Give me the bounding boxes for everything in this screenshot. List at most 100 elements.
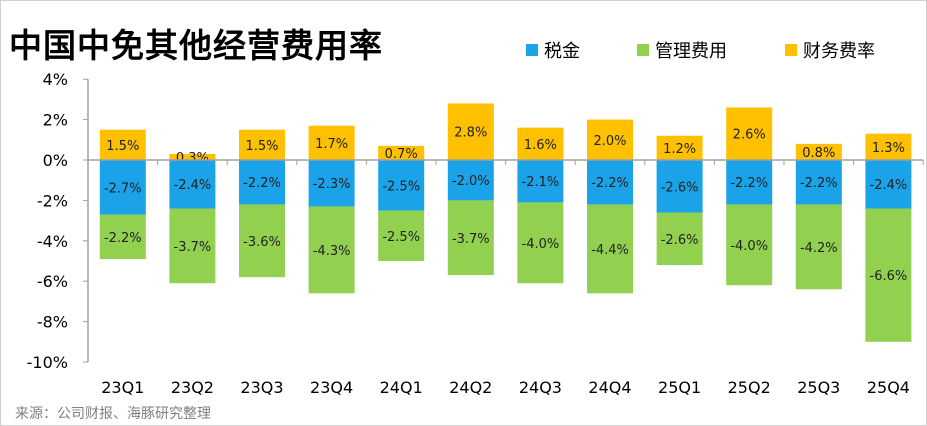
x-tick-label: 23Q4 xyxy=(310,378,353,397)
bar-finance xyxy=(726,107,773,160)
x-tick-label: 24Q2 xyxy=(449,378,492,397)
bar-tax xyxy=(656,160,703,213)
x-tick-label: 23Q3 xyxy=(240,378,283,397)
data-label-finance: 1.3% xyxy=(872,141,905,156)
legend-label: 财务费率 xyxy=(803,41,875,62)
y-tick-label: 4% xyxy=(43,70,68,89)
data-label-tax: -2.4% xyxy=(870,178,908,193)
data-label-management: -6.6% xyxy=(870,269,908,284)
x-tick-label: 24Q4 xyxy=(588,378,631,397)
data-label-tax: -2.2% xyxy=(243,176,281,191)
y-tick-label: -6% xyxy=(37,272,68,291)
bar-finance xyxy=(99,129,146,160)
bar-tax xyxy=(378,160,425,211)
data-label-finance: 1.2% xyxy=(663,142,696,157)
data-label-management: -3.6% xyxy=(243,235,281,250)
data-label-management: -4.4% xyxy=(591,243,629,258)
y-tick-label: 0% xyxy=(43,151,68,170)
legend-swatch xyxy=(785,44,797,56)
bar-tax xyxy=(587,160,633,205)
data-label-tax: -2.7% xyxy=(104,181,142,196)
y-tick-label: -4% xyxy=(37,232,68,251)
bar-finance xyxy=(656,135,703,160)
data-label-tax: -2.2% xyxy=(800,176,838,191)
legend-swatch xyxy=(637,44,649,56)
data-label-management: -4.3% xyxy=(313,244,351,259)
data-label-management: -2.2% xyxy=(104,231,142,246)
legend-label: 税金 xyxy=(544,41,580,62)
data-label-tax: -2.2% xyxy=(591,176,629,191)
x-tick-label: 23Q2 xyxy=(171,378,214,397)
x-tick-label: 24Q1 xyxy=(380,378,423,397)
bar-management xyxy=(726,204,773,286)
y-tick-label: -10% xyxy=(27,353,68,372)
bar-tax xyxy=(99,160,146,215)
bar-tax xyxy=(169,160,216,209)
data-label-tax: -2.5% xyxy=(382,179,420,194)
data-label-tax: -2.4% xyxy=(174,178,212,193)
data-label-finance: 1.6% xyxy=(524,138,557,153)
bar-finance xyxy=(517,127,564,160)
bar-management xyxy=(656,212,703,266)
data-label-finance: 0.7% xyxy=(385,147,418,162)
x-tick-label: 25Q3 xyxy=(797,378,840,397)
data-label-finance: 1.7% xyxy=(315,137,348,152)
bar-finance xyxy=(239,129,285,160)
data-label-management: -4.2% xyxy=(800,241,838,256)
bar-tax xyxy=(865,160,912,209)
bar-management xyxy=(169,208,216,284)
data-label-finance: 2.0% xyxy=(593,134,626,149)
bar-finance xyxy=(587,119,633,160)
bar-finance xyxy=(795,143,842,160)
legend-label: 管理费用 xyxy=(655,41,727,62)
data-label-finance: 1.5% xyxy=(106,139,139,154)
bar-finance xyxy=(378,145,425,160)
data-label-management: -2.5% xyxy=(382,230,420,245)
data-label-management: -4.0% xyxy=(522,237,560,252)
data-label-management: -3.7% xyxy=(174,240,212,255)
x-tick-label: 25Q1 xyxy=(658,378,701,397)
bar-management xyxy=(865,208,912,342)
data-label-management: -4.0% xyxy=(730,239,768,254)
y-tick-label: -2% xyxy=(37,191,68,210)
data-label-tax: -2.6% xyxy=(661,180,699,195)
x-tick-label: 25Q4 xyxy=(867,378,910,397)
bar-tax xyxy=(726,160,773,205)
bar-management xyxy=(795,204,842,290)
bar-finance xyxy=(447,103,494,160)
bar-management xyxy=(99,214,146,259)
legend-swatch xyxy=(526,44,538,56)
bar-tax xyxy=(517,160,564,203)
bar-tax xyxy=(795,160,842,205)
bar-management xyxy=(239,204,285,278)
data-label-management: -3.7% xyxy=(452,232,490,247)
chart-title: 中国中免其他经营费用率 xyxy=(9,26,383,65)
bar-management xyxy=(308,206,355,294)
data-label-tax: -2.2% xyxy=(730,176,768,191)
data-label-finance: 0.8% xyxy=(802,146,835,161)
data-label-management: -2.6% xyxy=(661,233,699,248)
x-tick-label: 24Q3 xyxy=(519,378,562,397)
data-label-finance: 1.5% xyxy=(245,139,278,154)
data-label-tax: -2.3% xyxy=(313,177,351,192)
bar-tax xyxy=(447,160,494,201)
data-label-finance: 2.6% xyxy=(733,128,766,143)
bar-finance xyxy=(169,153,216,160)
y-tick-label: -8% xyxy=(37,313,68,332)
x-tick-label: 23Q1 xyxy=(101,378,144,397)
bar-management xyxy=(587,204,633,294)
x-tick-label: 25Q2 xyxy=(728,378,771,397)
bar-management xyxy=(447,200,494,276)
source-note: 来源：公司财报、海豚研究整理 xyxy=(15,406,211,422)
bar-management xyxy=(378,210,425,261)
bar-management xyxy=(517,202,564,284)
y-tick-label: 2% xyxy=(43,111,68,130)
bar-finance xyxy=(865,133,912,160)
bar-finance xyxy=(308,125,355,160)
bar-tax xyxy=(239,160,285,205)
data-label-finance: 2.8% xyxy=(454,126,487,141)
bar-tax xyxy=(308,160,355,207)
data-label-tax: -2.1% xyxy=(522,175,560,190)
